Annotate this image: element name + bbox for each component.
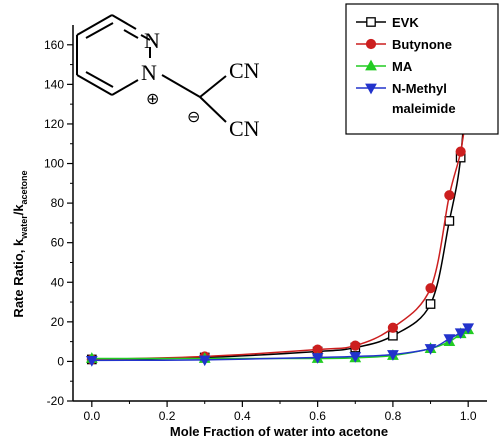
y-tick-label: 120 — [44, 117, 64, 131]
data-point — [462, 323, 475, 335]
c-cn-bond — [199, 96, 227, 123]
ring-bond — [111, 79, 139, 96]
y-axis-title: Rate Ratio, kwater/kacetone — [11, 170, 29, 317]
y-tick-label: 80 — [51, 196, 65, 210]
data-point — [349, 352, 362, 363]
data-point — [425, 283, 436, 294]
ring-bond — [140, 34, 151, 41]
x-tick-label: 0.4 — [234, 409, 251, 423]
data-point — [443, 334, 456, 345]
data-point — [85, 356, 98, 367]
y-axis-title-sub2: acetone — [19, 170, 29, 204]
atom-n-bottom: N — [141, 60, 157, 85]
y-tick-label: 40 — [51, 275, 65, 289]
ring-bond — [76, 14, 113, 36]
legend-item: MA — [356, 59, 413, 74]
data-point — [424, 344, 437, 355]
data-point — [454, 328, 467, 340]
y-axis-title-mid: /k — [11, 204, 26, 216]
legend-item: Butynone — [356, 37, 452, 52]
data-point — [311, 353, 324, 364]
c-cn-bond — [199, 75, 227, 98]
legend-label: Butynone — [392, 37, 452, 52]
atom-cn-top: CN — [229, 58, 260, 83]
data-point — [350, 340, 361, 351]
y-tick-label: 140 — [44, 77, 64, 91]
series-line — [91, 100, 469, 361]
legend-marker — [365, 59, 377, 71]
data-point — [455, 146, 466, 157]
ring-double-bond — [85, 22, 114, 39]
x-tick-label: 0.8 — [385, 409, 402, 423]
legend-marker — [365, 83, 377, 95]
legend-marker — [366, 17, 376, 27]
n-c-bond — [161, 74, 201, 98]
atom-cn-bottom: CN — [229, 116, 260, 141]
legend-item: N-Methyl maleimide — [356, 81, 456, 116]
legend-marker — [365, 38, 377, 50]
data-point — [387, 350, 399, 361]
y-axis-title-main: Rate Ratio, k — [11, 238, 26, 318]
ring-bond — [111, 14, 137, 30]
x-tick-label: 1.0 — [460, 409, 477, 423]
data-point — [444, 216, 455, 226]
data-point — [198, 355, 211, 367]
x-tick-label: 0.2 — [159, 409, 176, 423]
axes: 0.0 0.2 0.4 0.6 0.8 1.0 -20 0 20 40 60 80 100 120 140 1… — [44, 25, 487, 423]
series-n-methyl-maleimide — [85, 323, 475, 367]
y-tick-label: 20 — [51, 315, 65, 329]
ring-bond — [76, 74, 113, 96]
legend-label: maleimide — [392, 101, 456, 116]
molecule-structure — [76, 14, 227, 123]
x-axis-title: Mole Fraction of water into acetone — [170, 424, 388, 439]
atom-n-top: N — [144, 28, 160, 53]
legend-label: EVK — [392, 15, 419, 30]
series-layer — [85, 45, 475, 367]
data-point — [425, 299, 436, 309]
y-tick-label: 60 — [51, 236, 65, 250]
legend: EVK Butynone MA N-Methyl maleimide — [345, 3, 499, 135]
positive-charge-icon: ⊕ — [146, 89, 159, 108]
y-tick-label: 100 — [44, 157, 64, 171]
data-point — [387, 322, 399, 333]
negative-charge-icon: ⊖ — [187, 107, 200, 126]
series-line — [91, 327, 469, 362]
legend-label: N-Methyl — [392, 81, 447, 96]
ring-double-bond — [123, 29, 139, 39]
y-axis-title-sub1: water — [19, 215, 29, 240]
ring-double-bond — [85, 71, 114, 88]
data-point — [444, 190, 455, 201]
series-ma — [85, 323, 475, 363]
y-tick-label: -20 — [47, 394, 65, 408]
legend-item: EVK — [356, 15, 419, 30]
series-butynone — [86, 95, 474, 365]
legend-label: MA — [392, 59, 413, 74]
y-tick-label: 160 — [44, 38, 64, 52]
y-tick-label: 0 — [57, 354, 64, 368]
x-tick-label: 0.6 — [309, 409, 326, 423]
x-tick-label: 0.0 — [83, 409, 100, 423]
